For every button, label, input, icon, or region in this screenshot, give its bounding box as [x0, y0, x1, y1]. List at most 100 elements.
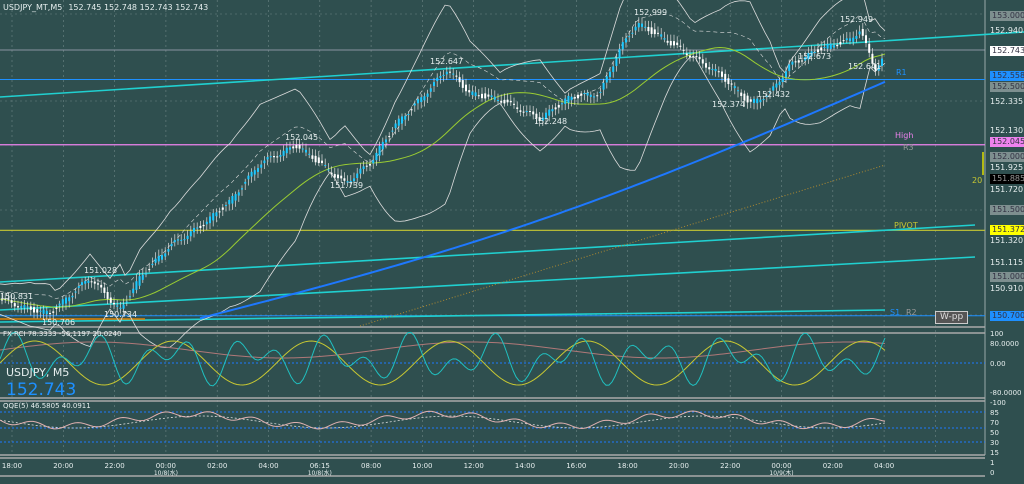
candle-body: [698, 56, 701, 60]
candle-body: [583, 93, 586, 95]
ma200-line: [199, 80, 886, 320]
candle-body: [77, 286, 80, 288]
qqe-axis-label: 70: [990, 419, 999, 427]
candle-body: [193, 228, 195, 233]
candle-body: [471, 91, 474, 95]
candle-body: [388, 136, 391, 138]
price-tag: 152.743: [990, 46, 1024, 56]
overlay-price: 152.743: [6, 380, 77, 400]
candle-body: [250, 171, 253, 177]
candle-body: [746, 95, 749, 103]
candle-body: [433, 82, 435, 87]
candle-body: [417, 99, 419, 104]
candle-body: [855, 35, 858, 39]
candle-body: [461, 80, 464, 88]
candle-body: [449, 71, 451, 73]
chart-annotation: 151.028: [84, 266, 118, 275]
trend-line: [0, 224, 976, 283]
candle-body: [705, 63, 707, 68]
candle-body: [279, 154, 282, 157]
candle-body: [586, 92, 589, 96]
wpp-button[interactable]: W-pp: [935, 311, 969, 324]
candle-body: [519, 110, 522, 112]
candle-body: [215, 212, 218, 217]
candle-body: [660, 34, 663, 37]
candle-body: [353, 178, 355, 182]
candle-body: [253, 170, 256, 175]
candle-body: [420, 97, 423, 103]
candle-body: [730, 83, 733, 85]
candle-body: [785, 71, 787, 78]
date-axis-label: 10/8(水): [153, 470, 178, 477]
rci-axis-label: -80.0000: [990, 389, 1022, 397]
chart-annotation: 152.647: [430, 57, 464, 66]
candle-body: [634, 26, 637, 31]
chart-annotation: 150.831: [0, 292, 34, 301]
candle-body: [474, 92, 477, 97]
chart-annotation: R3: [903, 143, 914, 152]
candle-body: [68, 297, 71, 302]
candle-body: [573, 97, 576, 99]
rci-long: [0, 341, 886, 359]
candle-body: [881, 58, 883, 66]
chart-annotation: 152.248: [534, 117, 568, 126]
candle-body: [506, 99, 509, 103]
candle-body: [669, 40, 672, 46]
price-tag: 152.000: [990, 152, 1024, 162]
candle-body: [602, 82, 605, 90]
candle-body: [609, 71, 611, 78]
trend-line: [0, 309, 886, 323]
candle-body: [173, 240, 176, 243]
price-axis-label: 152.940: [990, 26, 1024, 35]
time-axis-label: 22:00: [104, 462, 125, 470]
candle-body: [337, 174, 339, 179]
candle-body: [13, 303, 16, 307]
candle-body: [631, 32, 634, 34]
candle-body: [836, 44, 839, 47]
candle-body: [577, 94, 579, 99]
time-axis-label: 12:00: [463, 462, 484, 470]
rci-short: [0, 331, 886, 387]
candle-body: [487, 94, 490, 97]
candle-body: [330, 172, 333, 175]
candle-body: [458, 77, 461, 83]
candle-body: [164, 253, 167, 257]
price-tag: 152.558: [990, 71, 1024, 81]
candle-body: [401, 116, 403, 124]
candle-body: [369, 164, 371, 166]
candle-body: [529, 110, 531, 112]
rci-axis-label: -100: [990, 399, 1006, 407]
price-tag: 152.045: [990, 137, 1024, 147]
candle-body: [692, 56, 695, 58]
candle-body: [833, 45, 835, 48]
candle-body: [161, 255, 163, 260]
time-axis-label: 04:00: [258, 462, 279, 470]
price-axis-label: 152.335: [990, 97, 1024, 106]
candle-body: [100, 284, 103, 288]
candle-body: [733, 86, 736, 89]
time-axis-label: 16:00: [566, 462, 587, 470]
candle-body: [346, 181, 349, 183]
candle-body: [753, 98, 755, 103]
time-axis-label: 20:00: [668, 462, 689, 470]
candle-body: [199, 225, 202, 228]
chart-annotation: PIVOT: [894, 221, 918, 230]
candle-body: [737, 90, 739, 92]
candle-body: [234, 194, 237, 201]
candle-body: [205, 221, 208, 225]
candle-body: [292, 146, 295, 149]
candle-body: [138, 276, 141, 286]
candle-body: [397, 118, 400, 126]
qqe-axis-label: 15: [990, 449, 999, 457]
candle-body: [429, 88, 432, 92]
candle-body: [129, 296, 131, 298]
candle-body: [788, 64, 791, 72]
candle-body: [349, 180, 352, 183]
candle-body: [874, 64, 877, 71]
candle-body: [314, 155, 317, 163]
candle-body: [516, 107, 519, 109]
candle-body: [113, 302, 115, 305]
candle-body: [327, 169, 330, 171]
candle-body: [813, 51, 816, 53]
